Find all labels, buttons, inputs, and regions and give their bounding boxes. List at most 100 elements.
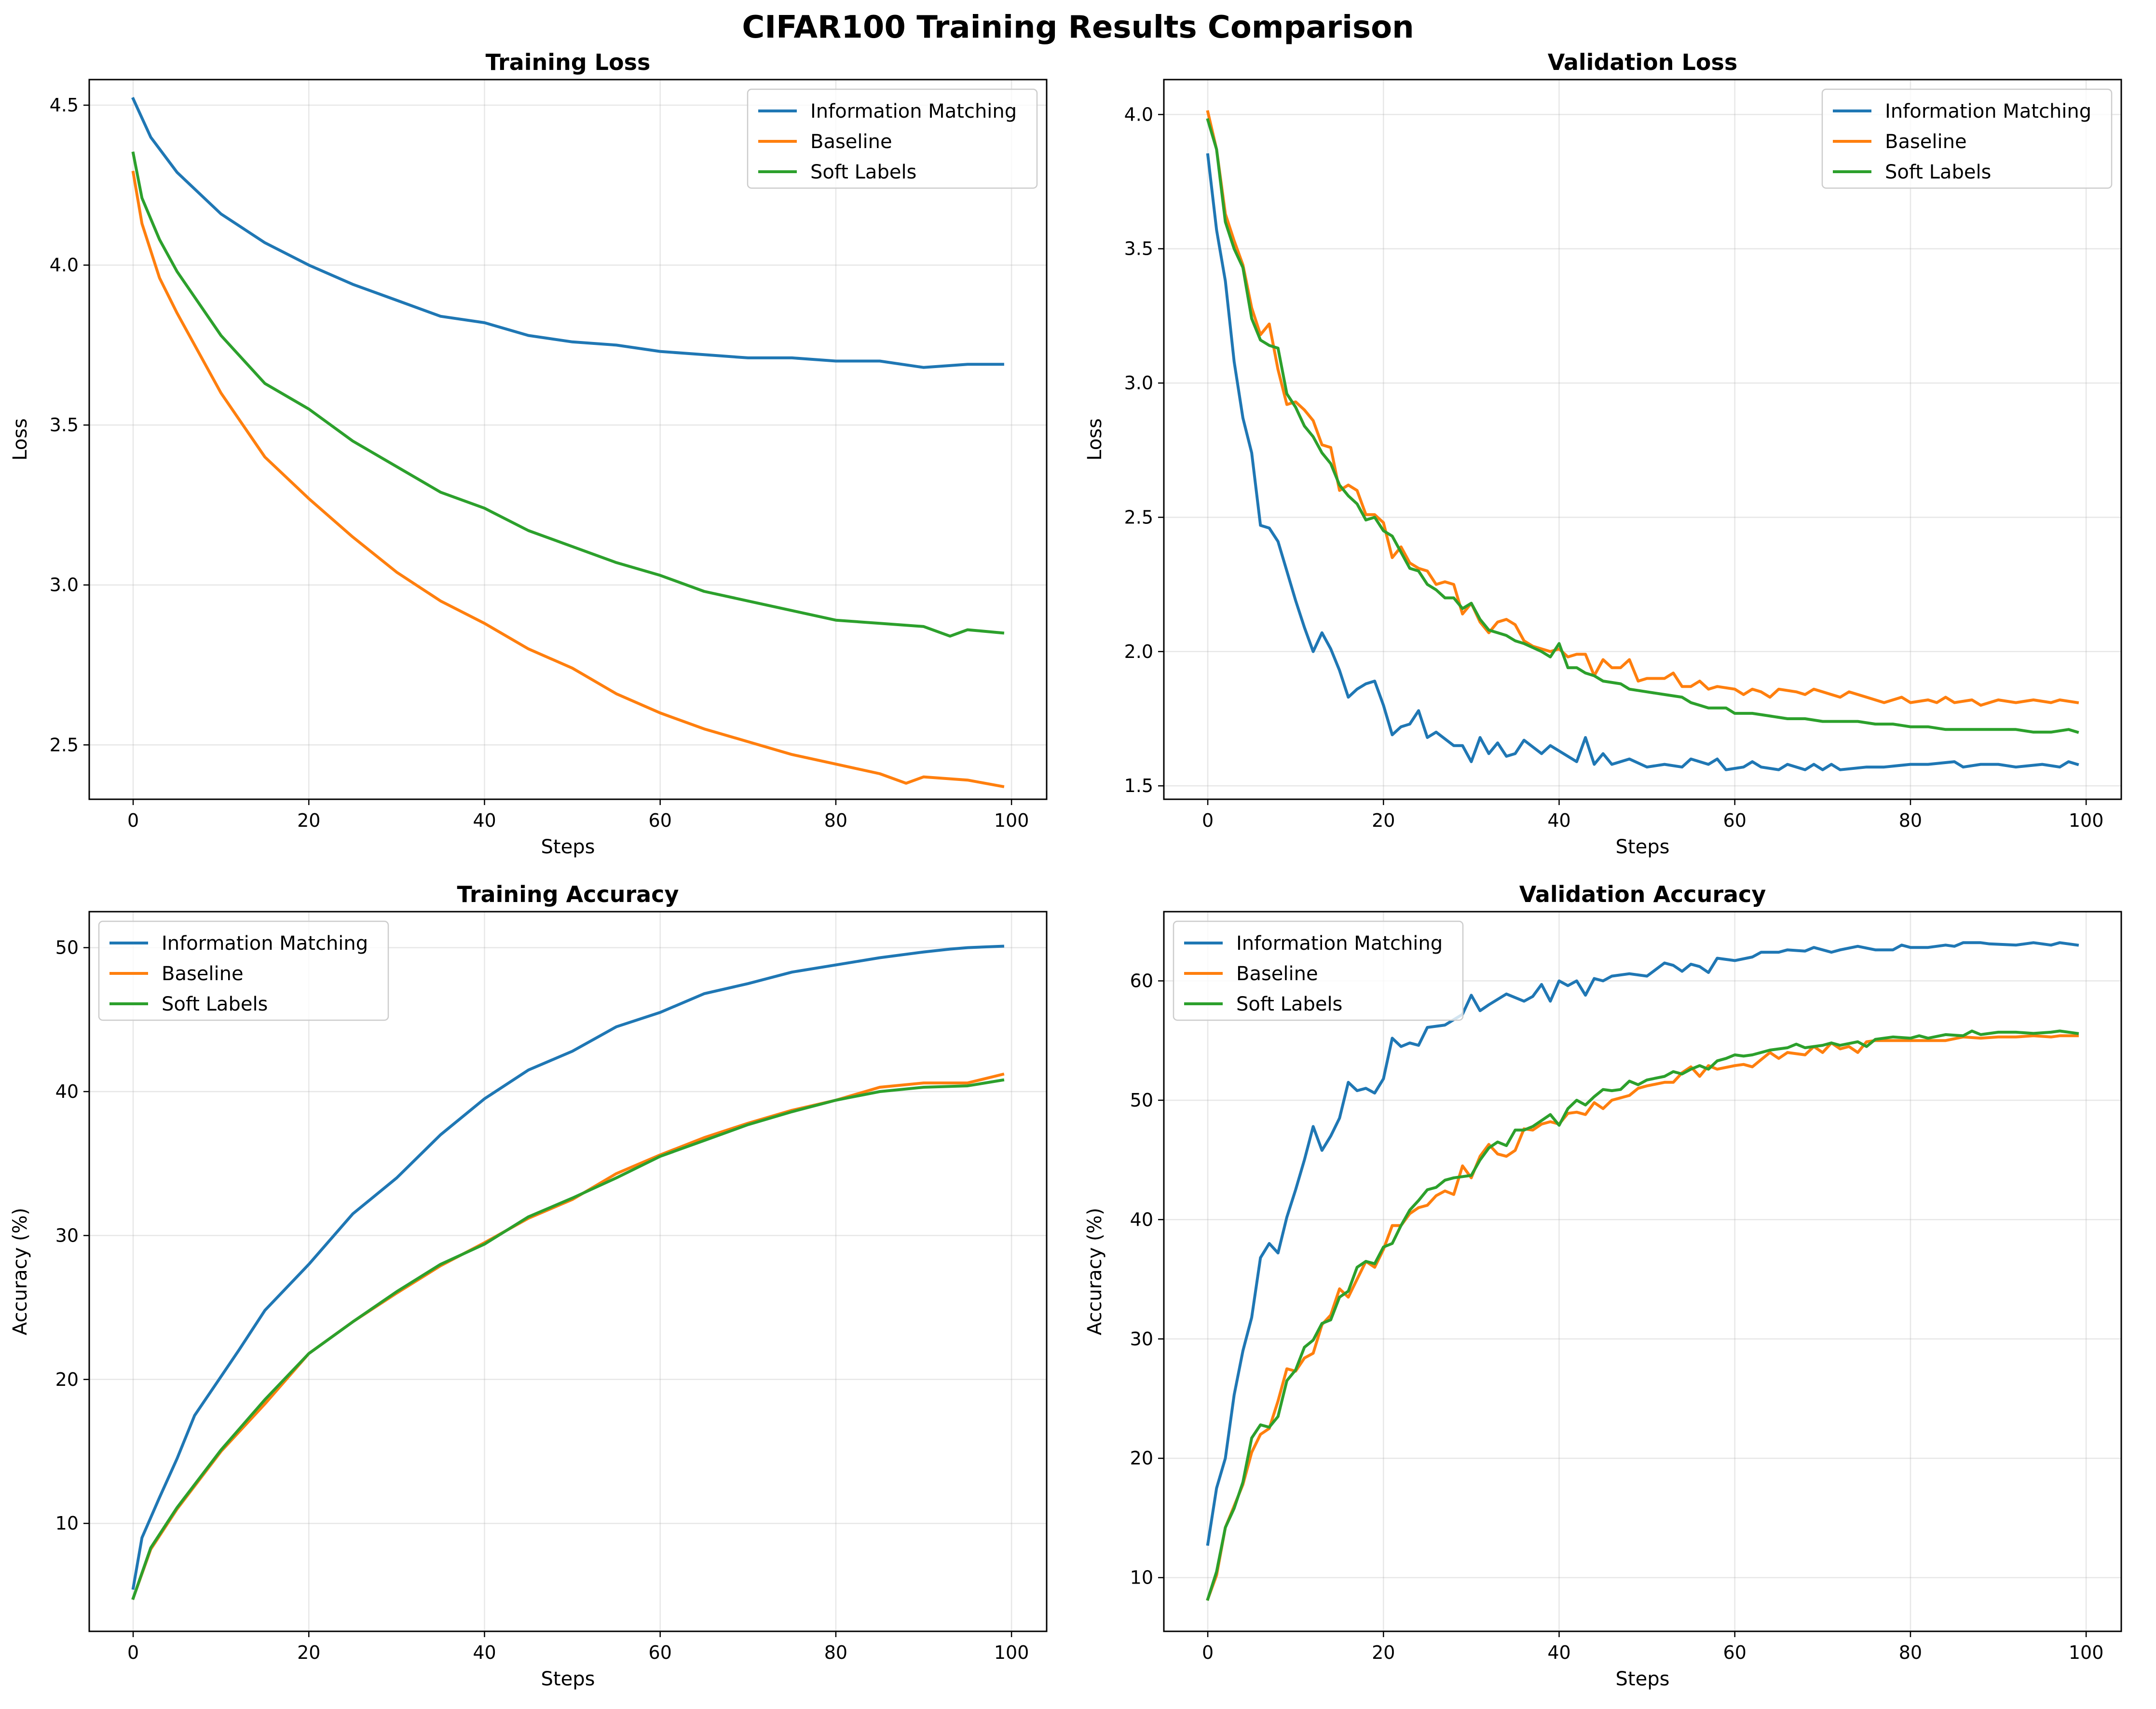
x-tick-label: 0 bbox=[127, 810, 139, 831]
y-tick-label: 4.5 bbox=[50, 95, 79, 116]
y-tick-label: 10 bbox=[1130, 1567, 1153, 1588]
series-line-information-matching bbox=[1206, 153, 2079, 771]
panel-title: Validation Loss bbox=[1548, 49, 1737, 75]
plot-frame bbox=[1163, 79, 2122, 800]
y-tick-label: 3.0 bbox=[50, 574, 79, 596]
x-tick-label: 60 bbox=[1723, 810, 1747, 831]
legend-label-baseline: Baseline bbox=[810, 131, 892, 153]
y-tick-label: 2.5 bbox=[50, 734, 79, 755]
y-axis-label: Loss bbox=[9, 418, 31, 461]
x-tick-label: 20 bbox=[297, 1642, 320, 1663]
legend: Information Matching Baseline Soft Labels bbox=[98, 920, 389, 1021]
y-axis-label: Accuracy (%) bbox=[9, 1208, 31, 1336]
panel-title: Training Loss bbox=[486, 49, 651, 75]
y-tick-label: 50 bbox=[55, 937, 79, 958]
legend: Information Matching Baseline Soft Labels bbox=[747, 88, 1038, 189]
series-line-soft-labels bbox=[1206, 1029, 2079, 1601]
x-axis-label: Steps bbox=[541, 836, 595, 858]
x-tick-label: 60 bbox=[1723, 1642, 1747, 1663]
x-tick-label: 100 bbox=[2069, 1642, 2104, 1663]
y-tick-label: 60 bbox=[1130, 971, 1153, 992]
legend-label-information-matching: Information Matching bbox=[162, 932, 368, 955]
series-line-soft-labels bbox=[131, 1078, 1005, 1600]
x-tick-label: 40 bbox=[1547, 1642, 1570, 1663]
x-tick-label: 100 bbox=[2069, 810, 2104, 831]
y-tick-label: 30 bbox=[55, 1225, 79, 1246]
y-tick-label: 4.0 bbox=[1124, 104, 1153, 125]
plot-frame bbox=[1163, 911, 2122, 1632]
y-tick-label: 40 bbox=[55, 1081, 79, 1102]
x-tick-label: 100 bbox=[994, 1642, 1029, 1663]
plot-frame bbox=[88, 79, 1048, 800]
series-line-baseline bbox=[1206, 1034, 2079, 1601]
legend-label-baseline: Baseline bbox=[1885, 131, 1967, 153]
legend-label-baseline: Baseline bbox=[1236, 963, 1318, 985]
y-axis-label: Loss bbox=[1084, 418, 1106, 461]
x-tick-label: 20 bbox=[1372, 810, 1395, 831]
x-tick-label: 20 bbox=[297, 810, 320, 831]
plot-frame bbox=[88, 911, 1048, 1632]
x-axis-label: Steps bbox=[1616, 1668, 1670, 1690]
legend-label-soft-labels: Soft Labels bbox=[810, 161, 916, 183]
figure-title: CIFAR100 Training Results Comparison bbox=[742, 10, 1414, 45]
x-tick-label: 20 bbox=[1372, 1642, 1395, 1663]
y-tick-label: 1.5 bbox=[1124, 775, 1153, 796]
series-line-information-matching bbox=[131, 96, 1004, 369]
x-tick-label: 80 bbox=[824, 1642, 847, 1663]
series-line-information-matching bbox=[131, 944, 1005, 1590]
y-tick-label: 20 bbox=[1130, 1448, 1153, 1469]
legend-box bbox=[747, 88, 1038, 189]
legend-label-soft-labels: Soft Labels bbox=[1885, 161, 1991, 183]
legend-box bbox=[98, 920, 389, 1021]
y-tick-label: 4.0 bbox=[50, 255, 79, 276]
x-tick-label: 40 bbox=[1547, 810, 1570, 831]
x-tick-label: 60 bbox=[649, 1642, 672, 1663]
panel-validation-accuracy: 0 20 40 60 80 100 10 20 30 40 50 60 Validation Accur… bbox=[1084, 881, 2122, 1690]
y-tick-label: 50 bbox=[1130, 1090, 1153, 1111]
x-tick-label: 40 bbox=[473, 1642, 496, 1663]
legend-label-soft-labels: Soft Labels bbox=[1236, 993, 1342, 1015]
y-tick-label: 30 bbox=[1130, 1328, 1153, 1350]
y-tick-label: 20 bbox=[55, 1369, 79, 1390]
legend-box bbox=[1173, 920, 1464, 1021]
x-axis-label: Steps bbox=[541, 1668, 595, 1690]
legend-label-information-matching: Information Matching bbox=[1885, 100, 2091, 123]
panel-training-accuracy: 0 20 40 60 80 100 10 20 30 40 50 Training Accuracy S… bbox=[9, 881, 1048, 1690]
y-tick-label: 3.5 bbox=[50, 414, 79, 436]
legend-label-information-matching: Information Matching bbox=[1236, 932, 1443, 955]
panel-validation-loss: 0 20 40 60 80 100 1.5 2.0 2.5 3.0 3.5 4.0 Validation… bbox=[1084, 49, 2122, 858]
legend-box bbox=[1821, 88, 2113, 189]
y-tick-label: 3.0 bbox=[1124, 372, 1153, 394]
x-tick-label: 60 bbox=[649, 810, 672, 831]
y-tick-label: 40 bbox=[1130, 1209, 1153, 1230]
legend: Information Matching Baseline Soft Labels bbox=[1821, 88, 2113, 189]
series-line-baseline bbox=[1206, 110, 2079, 707]
series-line-soft-labels bbox=[131, 151, 1005, 638]
y-tick-label: 10 bbox=[55, 1513, 79, 1534]
x-tick-label: 80 bbox=[824, 810, 847, 831]
series-line-soft-labels bbox=[1206, 118, 2079, 734]
x-axis-label: Steps bbox=[1616, 836, 1670, 858]
x-tick-label: 80 bbox=[1899, 810, 1922, 831]
legend-label-baseline: Baseline bbox=[162, 963, 244, 985]
panel-title: Validation Accuracy bbox=[1519, 881, 1766, 907]
x-tick-label: 80 bbox=[1899, 1642, 1922, 1663]
legend: Information Matching Baseline Soft Labels bbox=[1173, 920, 1464, 1021]
x-tick-label: 0 bbox=[1202, 810, 1214, 831]
series-line-information-matching bbox=[1206, 941, 2079, 1546]
panel-title: Training Accuracy bbox=[457, 881, 679, 907]
y-axis-label: Accuracy (%) bbox=[1084, 1208, 1106, 1336]
series-line-baseline bbox=[131, 170, 1005, 788]
x-tick-label: 0 bbox=[127, 1642, 139, 1663]
x-tick-label: 0 bbox=[1202, 1642, 1214, 1663]
x-tick-label: 40 bbox=[473, 810, 496, 831]
legend-label-soft-labels: Soft Labels bbox=[162, 993, 268, 1015]
x-tick-label: 100 bbox=[994, 810, 1029, 831]
panel-training-loss: 0 20 40 60 80 100 2.5 3.0 3.5 4.0 4.5 Training Loss… bbox=[9, 49, 1048, 858]
y-tick-label: 3.5 bbox=[1124, 238, 1153, 260]
y-tick-label: 2.5 bbox=[1124, 506, 1153, 528]
legend-label-information-matching: Information Matching bbox=[810, 100, 1017, 123]
